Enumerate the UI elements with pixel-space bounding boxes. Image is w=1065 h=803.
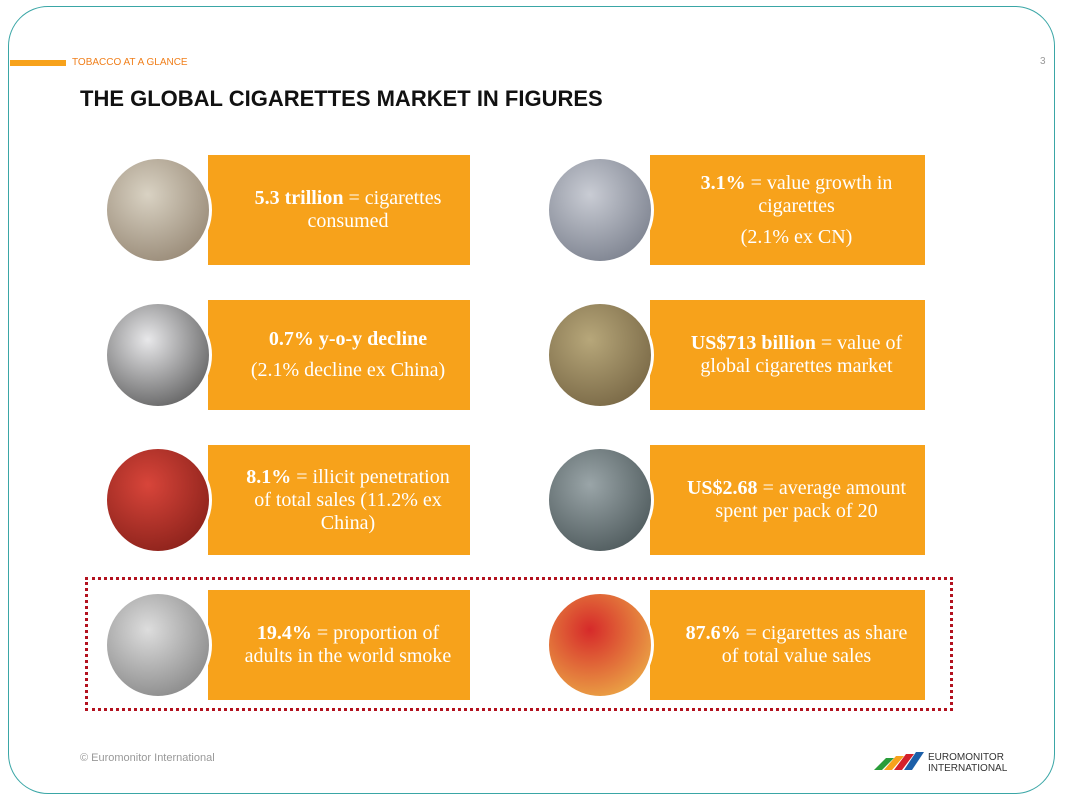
copyright: © Euromonitor International [80,752,215,764]
fact-line: 5.3 trillion = cigarettes consumed [238,187,458,233]
accent-bar [10,60,66,66]
slide: TOBACCO AT A GLANCE 3 THE GLOBAL CIGARET… [0,0,1065,803]
fact-card: US$2.68 = average amount spent per pack … [650,445,925,555]
fact-line: 0.7% y-o-y decline [238,328,458,351]
fact-image [546,446,654,554]
fact-card: 0.7% y-o-y decline (2.1% decline ex China… [208,300,470,410]
fact-card: 8.1% = illicit penetration of total sale… [208,445,470,555]
fact-figure: 8.1% [246,466,291,488]
fact-image [104,301,212,409]
fact-line: 3.1% = value growth in cigarettes [680,172,913,218]
logo-text: INTERNATIONAL [928,763,1008,774]
fact-note: (2.1% ex CN) [680,226,913,249]
fact-figure: 0.7% y-o-y decline [269,328,427,350]
fact-line: 8.1% = illicit penetration of total sale… [238,466,458,535]
fact-image [104,446,212,554]
fact-card: 3.1% = value growth in cigarettes (2.1% e… [650,155,925,265]
fact-text: = value growth in cigarettes [751,172,893,217]
fact-card: 5.3 trillion = cigarettes consumed [208,155,470,265]
fact-note: (2.1% decline ex China) [238,359,458,382]
fact-line: US$713 billion = value of global cigaret… [680,332,913,378]
fact-line: US$2.68 = average amount spent per pack … [680,477,913,523]
fact-figure: US$713 billion [691,332,816,354]
logo: EUROMONITOR INTERNATIONAL [872,748,1022,778]
fact-figure: 5.3 trillion [255,187,344,209]
fact-figure: 3.1% [701,172,746,194]
logo-text: EUROMONITOR [928,752,1004,763]
fact-card: US$713 billion = value of global cigaret… [650,300,925,410]
fact-image [104,156,212,264]
section-label: TOBACCO AT A GLANCE [72,57,188,68]
page-number: 3 [1040,56,1046,67]
fact-image [546,156,654,264]
fact-figure: US$2.68 [687,477,758,499]
slide-title: THE GLOBAL CIGARETTES MARKET IN FIGURES [80,86,603,112]
highlight-box [85,577,953,711]
fact-image [546,301,654,409]
